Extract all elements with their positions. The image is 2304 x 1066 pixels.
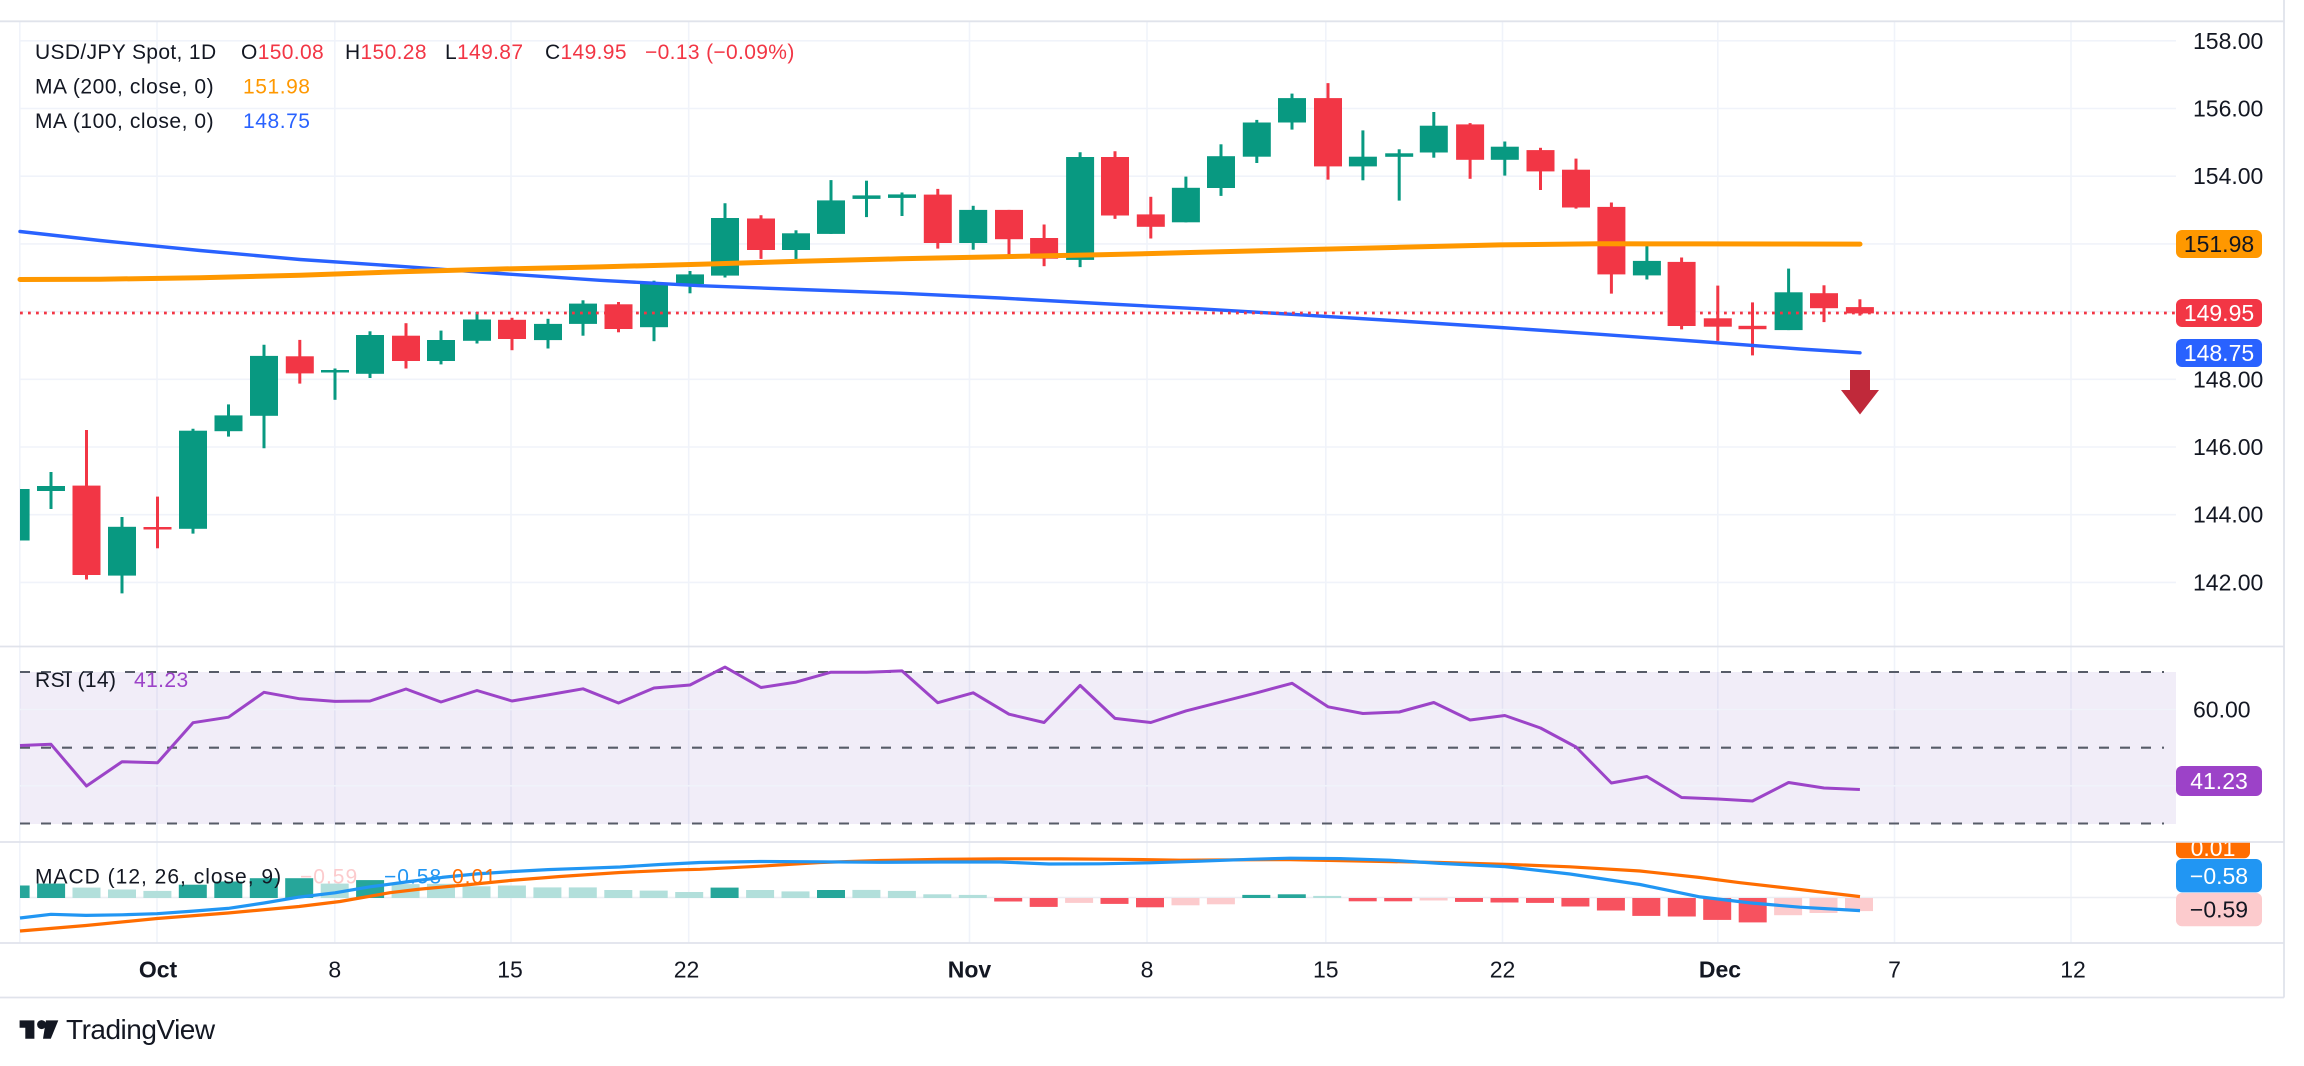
svg-text:Dec: Dec: [1699, 957, 1741, 983]
svg-text:0.01: 0.01: [2191, 835, 2236, 861]
svg-text:MA (200, close, 0)151.98: MA (200, close, 0) 151.98: [35, 76, 311, 99]
svg-text:146.00: 146.00: [2193, 434, 2263, 460]
svg-text:148.00: 148.00: [2193, 366, 2263, 392]
svg-text:7: 7: [1888, 957, 1901, 983]
svg-text:15: 15: [497, 957, 523, 983]
svg-text:RSI (14)41.23: RSI (14) 41.23: [35, 669, 189, 692]
svg-text:12: 12: [2060, 957, 2086, 983]
svg-text:151.98: 151.98: [2184, 231, 2254, 257]
svg-text:41.23: 41.23: [2190, 768, 2248, 794]
svg-text:22: 22: [1490, 957, 1516, 983]
svg-text:MA (100, close, 0)148.75: MA (100, close, 0) 148.75: [35, 110, 311, 133]
svg-text:149.95: 149.95: [2184, 300, 2254, 326]
svg-text:142.00: 142.00: [2193, 569, 2263, 595]
svg-text:8: 8: [1141, 957, 1154, 983]
svg-text:148.75: 148.75: [2184, 340, 2254, 366]
svg-text:−0.59: −0.59: [2190, 897, 2248, 923]
svg-text:Nov: Nov: [948, 957, 992, 983]
svg-text:15: 15: [1313, 957, 1339, 983]
svg-text:144.00: 144.00: [2193, 502, 2263, 528]
svg-text:156.00: 156.00: [2193, 96, 2263, 122]
svg-text:154.00: 154.00: [2193, 163, 2263, 189]
svg-text:158.00: 158.00: [2193, 28, 2263, 54]
svg-text:MACD (12, 26, close, 9)−0.59−0: MACD (12, 26, close, 9) −0.59 −0.58 0.01: [35, 866, 497, 889]
svg-text:TradingView: TradingView: [66, 1014, 216, 1045]
svg-text:−0.58: −0.58: [2190, 863, 2248, 889]
svg-text:8: 8: [328, 957, 341, 983]
svg-text:22: 22: [674, 957, 700, 983]
svg-text:60.00: 60.00: [2193, 697, 2251, 723]
svg-text:Oct: Oct: [139, 957, 178, 983]
